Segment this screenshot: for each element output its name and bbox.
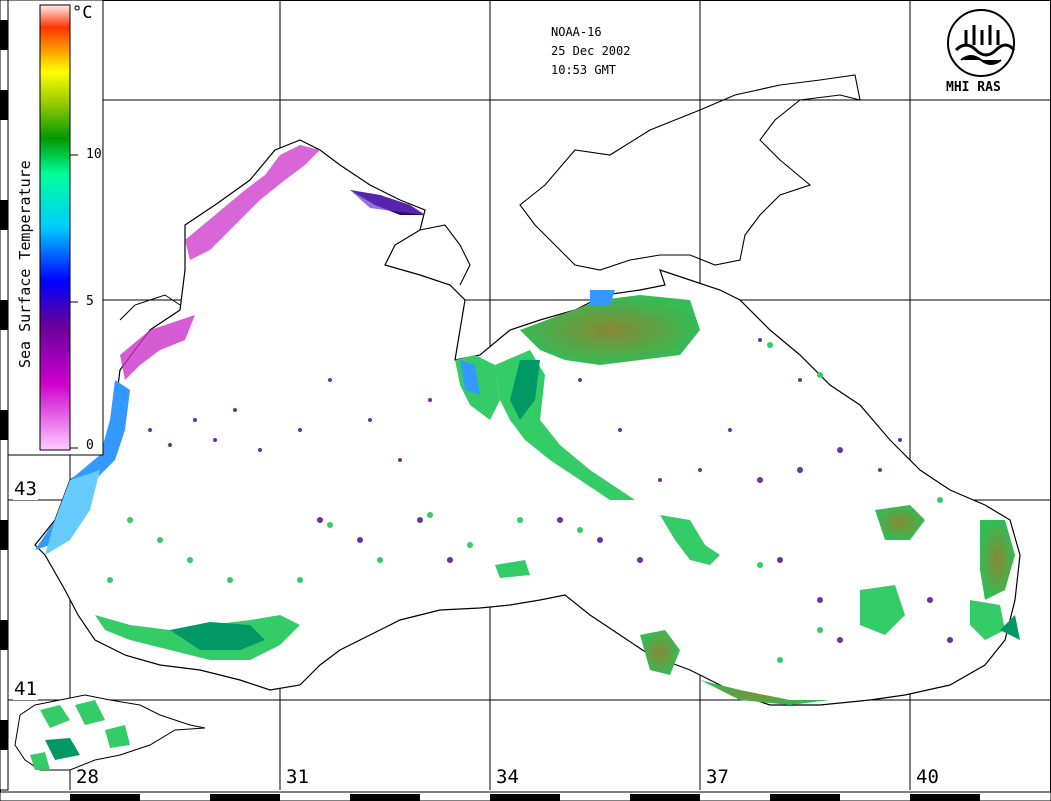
lat-label-41: 41 — [13, 678, 38, 700]
crimea-outline — [419, 224, 471, 286]
lon-label-40: 40 — [916, 766, 939, 788]
left-scale-bar — [0, 0, 9, 791]
danube-delta — [119, 294, 181, 321]
legend-ticks — [70, 154, 78, 449]
sst-scatter-green — [107, 342, 943, 663]
sst-scatter-dots — [148, 338, 953, 643]
time-label: 10:53 GMT — [551, 63, 617, 77]
lat-label-43: 43 — [13, 478, 38, 500]
sst-patches — [30, 145, 1020, 770]
logo-text: MHI RAS — [946, 80, 1001, 95]
legend-title: Sea Surface Temperature — [16, 160, 34, 368]
satellite-label: NOAA-16 — [551, 25, 602, 39]
lon-label-28: 28 — [76, 766, 99, 788]
date-label: 25 Dec 2002 — [551, 44, 631, 58]
legend-tick-5: 5 — [86, 294, 94, 309]
mhi-ras-logo-icon — [947, 9, 1016, 77]
legend-tick-10: 10 — [86, 147, 102, 162]
lon-label-31: 31 — [286, 766, 309, 788]
azov-coastline — [519, 74, 861, 271]
legend-unit: °C — [72, 3, 93, 23]
lon-label-34: 34 — [496, 766, 519, 788]
legend-color-bar — [39, 4, 71, 451]
bottom-scale-bar — [0, 791, 1051, 801]
lon-label-37: 37 — [706, 766, 729, 788]
legend-tick-0: 0 — [86, 438, 94, 453]
